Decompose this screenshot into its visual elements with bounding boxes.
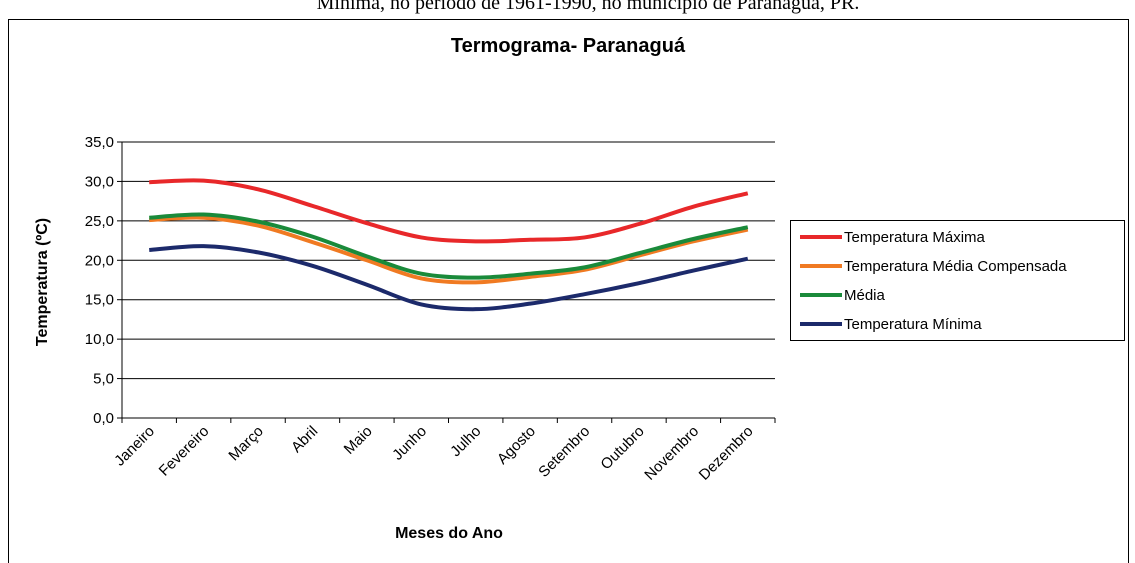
y-tick-label: 15,0 xyxy=(85,292,114,309)
chart-frame xyxy=(8,19,1129,563)
y-axis-label: Temperatura (ºC) xyxy=(34,218,51,346)
x-tick-label: Junho xyxy=(389,423,430,464)
legend-label: Temperatura Média Compensada xyxy=(844,258,1067,275)
legend-label: Média xyxy=(844,287,886,304)
y-tick-label: 0,0 xyxy=(93,410,114,427)
x-tick-label: Outubro xyxy=(597,423,647,473)
legend-label: Temperatura Máxima xyxy=(844,229,986,246)
x-tick-label: Janeiro xyxy=(111,423,158,470)
y-tick-label: 5,0 xyxy=(93,371,114,388)
y-tick-label: 30,0 xyxy=(85,173,114,190)
series-line xyxy=(149,215,749,285)
x-tick-label: Setembro xyxy=(535,423,593,481)
legend xyxy=(790,220,1125,341)
y-tick-label: 35,0 xyxy=(85,134,114,151)
x-tick-label: Agosto xyxy=(494,423,539,468)
y-tick-label: 25,0 xyxy=(85,213,114,230)
series-line xyxy=(149,178,749,244)
x-tick-label: Março xyxy=(225,423,266,464)
y-tick-label: 10,0 xyxy=(85,331,114,348)
x-tick-label: Abril xyxy=(288,423,321,456)
series-line xyxy=(149,212,749,280)
series-line xyxy=(149,244,749,312)
x-tick-label: Dezembro xyxy=(696,423,757,484)
x-axis-label: Meses do Ano xyxy=(395,525,503,542)
x-tick-label: Novembro xyxy=(641,423,702,484)
x-tick-label: Maio xyxy=(341,423,376,458)
y-tick-label: 20,0 xyxy=(85,252,114,269)
x-tick-label: Julho xyxy=(447,423,484,460)
legend-label: Temperatura Mínima xyxy=(844,316,982,333)
caption: Mínima, no período de 1961-1990, no muni… xyxy=(317,0,860,14)
chart-title: Termograma- Paranaguá xyxy=(451,35,686,57)
x-tick-label: Fevereiro xyxy=(156,423,213,480)
